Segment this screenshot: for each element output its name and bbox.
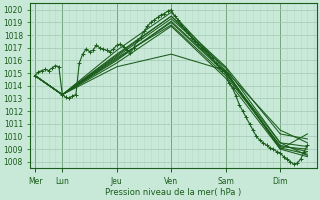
X-axis label: Pression niveau de la mer( hPa ): Pression niveau de la mer( hPa ) bbox=[105, 188, 242, 197]
